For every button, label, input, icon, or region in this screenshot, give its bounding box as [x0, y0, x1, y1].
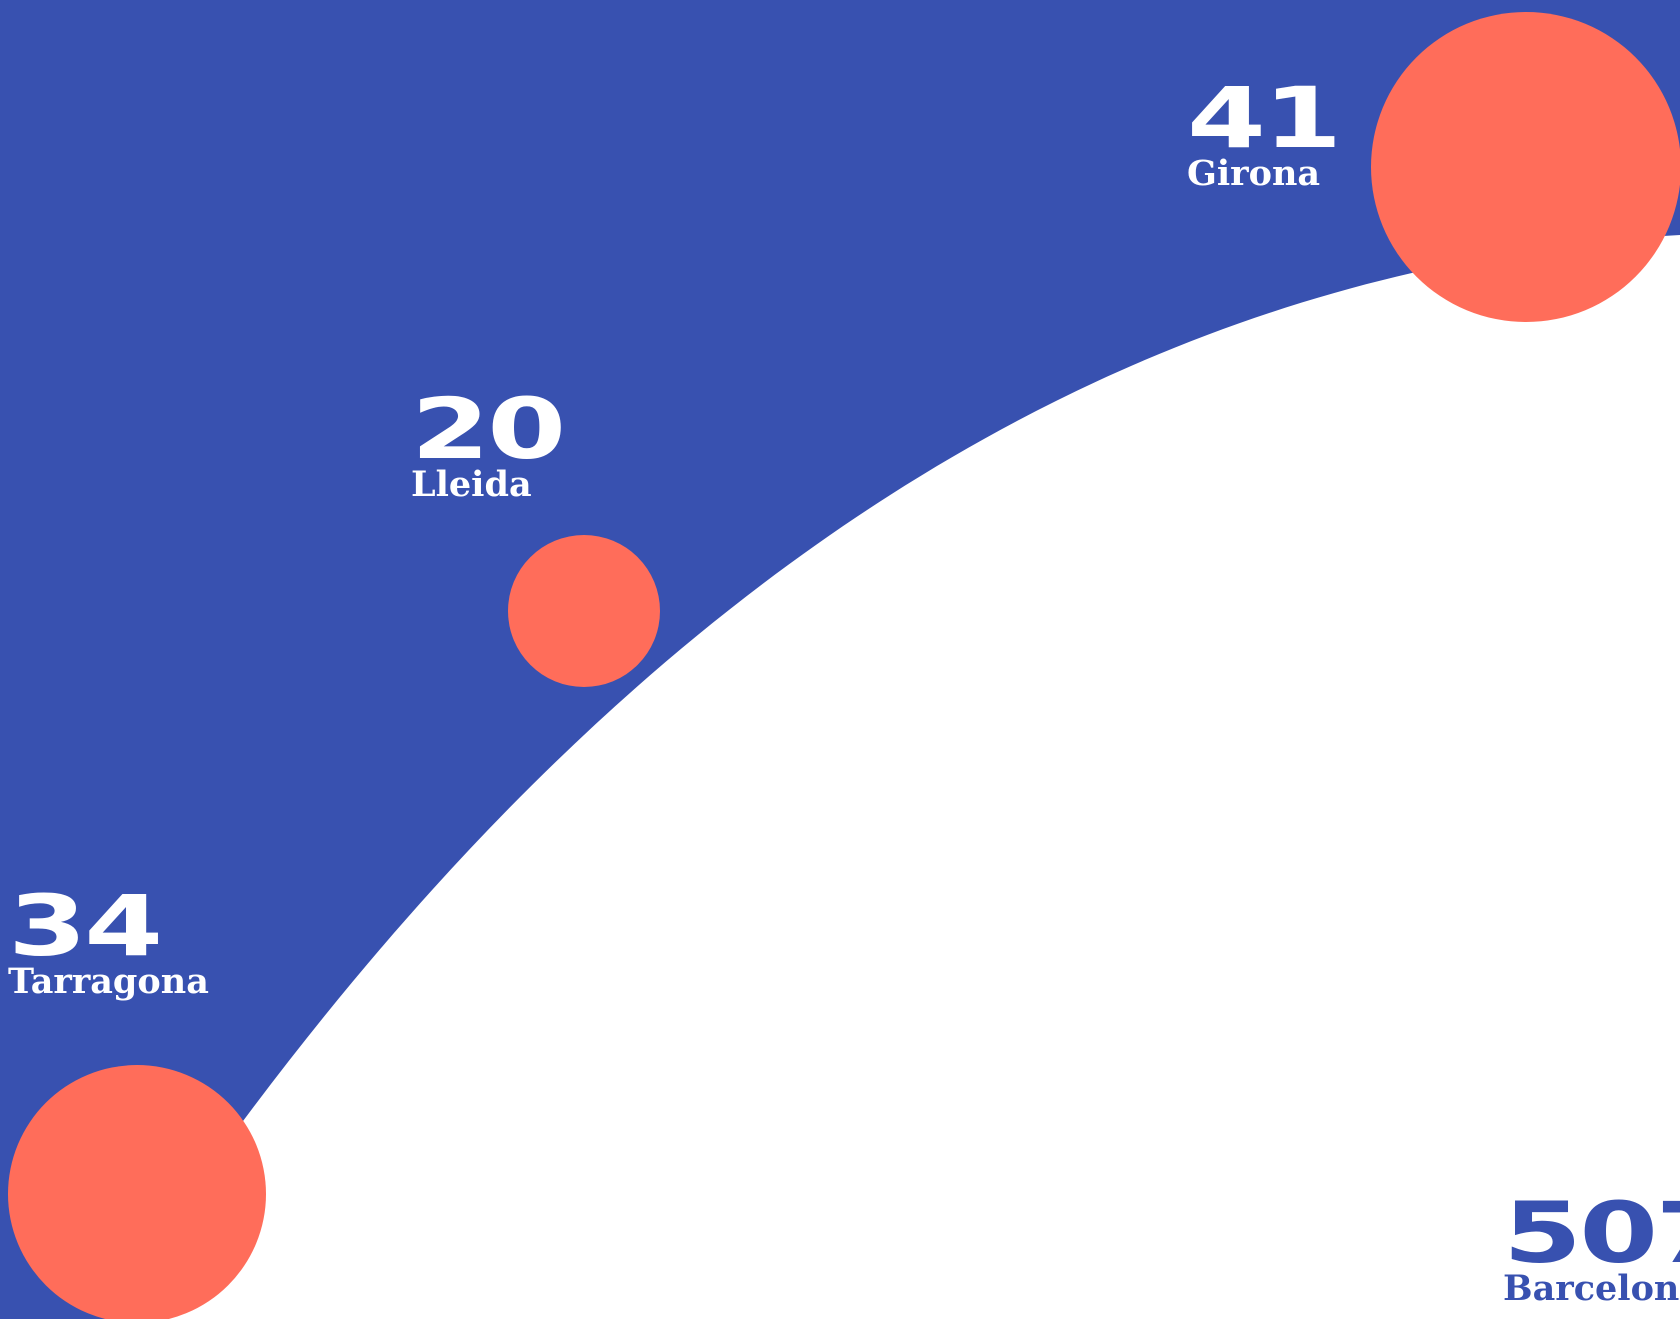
girona-marker	[1371, 12, 1680, 322]
girona-name: Girona	[1187, 153, 1321, 194]
tarragona-name: Tarragona	[8, 961, 209, 1002]
lleida-label: 20 Lleida	[411, 387, 566, 505]
girona-label: 41 Girona	[1187, 76, 1342, 194]
lleida-name: Lleida	[411, 464, 532, 505]
lleida-marker	[508, 535, 660, 687]
barcelona-count: 507	[1503, 1184, 1680, 1282]
tarragona-label: 34 Tarragona	[8, 884, 209, 1002]
girona-count: 41	[1187, 69, 1342, 167]
tarragona-marker	[8, 1065, 266, 1319]
lleida-count: 20	[411, 380, 566, 478]
tarragona-count: 34	[8, 877, 163, 975]
barcelona-label: 507 Barcelona	[1503, 1191, 1680, 1309]
barcelona-name: Barcelona	[1503, 1268, 1680, 1309]
